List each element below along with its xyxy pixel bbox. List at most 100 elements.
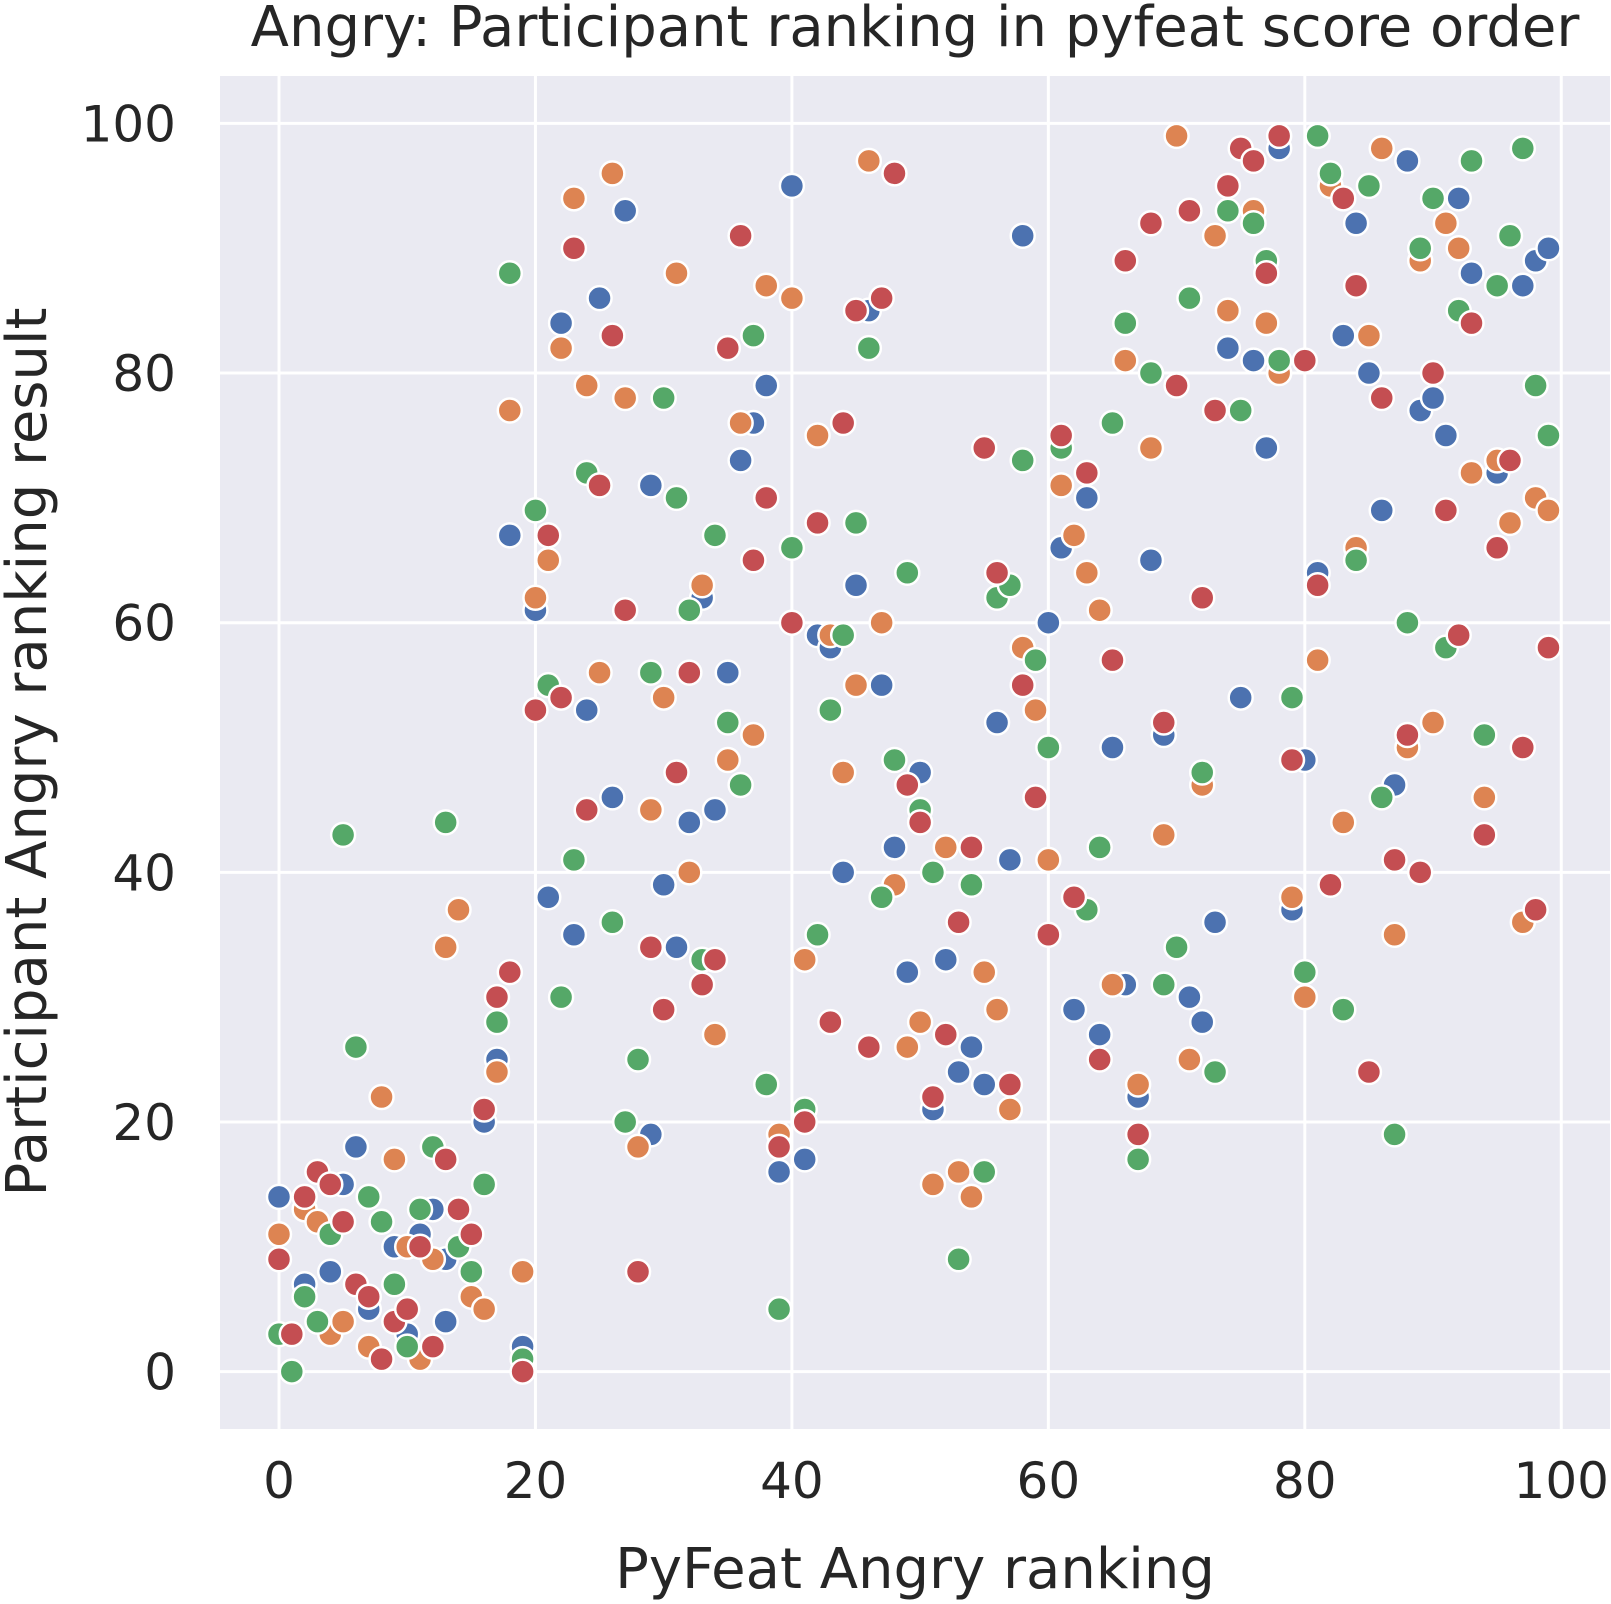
scatter-point <box>1355 1058 1383 1086</box>
scatter-point <box>701 522 729 549</box>
scatter-point <box>368 1208 395 1236</box>
scatter-point <box>1496 222 1524 250</box>
scatter-point <box>1073 484 1101 512</box>
scatter-point <box>932 1021 960 1048</box>
scatter-point <box>932 946 960 973</box>
scatter-point <box>432 1146 459 1173</box>
scatter-point <box>547 983 575 1011</box>
scatter-point <box>611 197 639 225</box>
scatter-point <box>547 684 575 711</box>
scatter-point <box>714 659 742 686</box>
y-tick-label: 60 <box>112 595 176 653</box>
scatter-point <box>342 1133 370 1161</box>
scatter-point <box>1355 322 1383 349</box>
scatter-point <box>663 933 690 961</box>
scatter-point <box>624 1046 652 1073</box>
scatter-point <box>958 1033 985 1061</box>
scatter-point <box>265 1246 293 1273</box>
scatter-point <box>1163 372 1190 399</box>
scatter-point <box>1432 497 1460 524</box>
scatter-point <box>727 409 754 437</box>
scatter-point <box>496 259 524 287</box>
scatter-point <box>1022 784 1049 811</box>
scatter-point <box>1035 921 1062 948</box>
scatter-point <box>611 596 639 624</box>
scatter-point <box>406 1196 434 1223</box>
scatter-point <box>432 1308 459 1335</box>
scatter-point <box>1509 272 1537 299</box>
x-tick-label: 60 <box>1017 1452 1081 1510</box>
scatter-point <box>688 571 716 599</box>
scatter-point <box>1522 372 1549 399</box>
scatter-point <box>1124 1121 1152 1148</box>
scatter-point <box>1355 359 1383 387</box>
scatter-point <box>560 921 588 948</box>
scatter-point <box>970 434 998 462</box>
scatter-point <box>1253 259 1280 287</box>
scatter-point <box>1176 1046 1203 1073</box>
y-tick-label: 0 <box>144 1344 176 1402</box>
scatter-point <box>714 746 742 774</box>
scatter-point <box>1419 384 1447 412</box>
scatter-point <box>983 559 1011 587</box>
scatter-point <box>1458 459 1485 487</box>
scatter-point <box>868 609 895 636</box>
scatter-point <box>1201 908 1229 936</box>
scatter-point <box>586 472 613 499</box>
scatter-point <box>1496 509 1524 537</box>
scatter-point <box>1278 746 1306 774</box>
scatter-point <box>983 996 1011 1023</box>
scatter-point <box>701 946 729 973</box>
scatter-point <box>599 322 626 349</box>
scatter-point <box>1342 272 1370 299</box>
scatter-point <box>1330 185 1357 212</box>
scatter-point <box>547 334 575 362</box>
scatter-point <box>483 983 511 1011</box>
scatter-point <box>970 958 998 986</box>
scatter-point <box>637 472 665 499</box>
scatter-point <box>265 1221 293 1248</box>
scatter-point <box>368 1083 395 1111</box>
scatter-point <box>599 160 626 187</box>
scatter-point <box>676 659 703 686</box>
scatter-point <box>1368 497 1396 524</box>
scatter-point <box>637 659 665 686</box>
scatter-point <box>1304 646 1331 674</box>
scatter-point <box>1176 983 1203 1011</box>
scatter-point <box>535 547 562 574</box>
scatter-point <box>1522 896 1549 924</box>
scatter-point <box>740 322 767 349</box>
scatter-point <box>1432 422 1460 449</box>
scatter-point <box>996 846 1024 874</box>
scatter-point <box>791 946 818 973</box>
scatter-point <box>586 659 613 686</box>
scatter-point <box>1394 721 1421 749</box>
scatter-point <box>1060 996 1088 1023</box>
scatter-point <box>317 1258 344 1285</box>
scatter-point <box>509 1358 536 1385</box>
scatter-point <box>1445 621 1472 649</box>
scatter-point <box>842 509 870 537</box>
scatter-point <box>406 1233 434 1261</box>
scatter-point <box>1214 172 1242 200</box>
scatter-point <box>1060 522 1088 549</box>
scatter-point <box>329 821 357 849</box>
scatter-point <box>1150 821 1178 849</box>
scatter-point <box>368 1345 395 1373</box>
scatter-point <box>1073 559 1101 587</box>
scatter-point <box>560 234 588 262</box>
scatter-point <box>778 609 806 636</box>
scatter-point <box>1022 696 1049 724</box>
scatter-point <box>1458 309 1485 337</box>
scatter-point <box>983 709 1011 736</box>
scatter-point <box>432 809 459 836</box>
scatter-point <box>945 1058 972 1086</box>
scatter-point <box>445 896 472 924</box>
scatter-point <box>1394 147 1421 175</box>
scatter-point <box>1458 259 1485 287</box>
scatter-point <box>970 1071 998 1098</box>
scatter-point <box>278 1320 306 1348</box>
scatter-point <box>317 1171 344 1198</box>
scatter-point <box>291 1183 318 1211</box>
scatter-point <box>970 1158 998 1186</box>
